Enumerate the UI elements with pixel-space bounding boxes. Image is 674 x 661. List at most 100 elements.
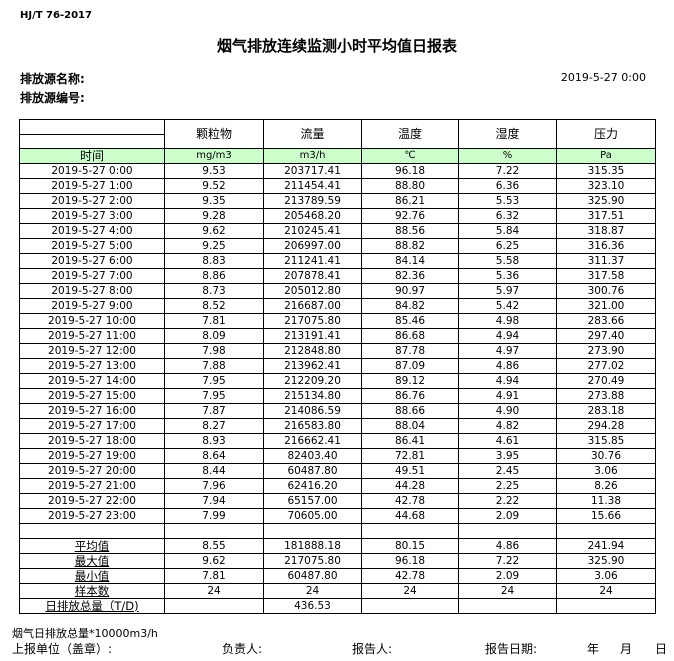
standard-code: HJ/T 76-2017 — [20, 10, 92, 21]
page-title: 烟气排放连续监测小时平均值日报表 — [216, 37, 457, 55]
cell-flow: 212209.20 — [263, 373, 362, 389]
reporter-label: 报告人: — [352, 642, 393, 656]
stat-label: 平均值 — [19, 538, 165, 554]
header-temperature: 温度 — [361, 119, 459, 149]
cell-flow: 205012.80 — [263, 283, 362, 299]
table-row: 2019-5-27 5:00 9.25 206997.00 88.82 6.25 316.… — [19, 238, 656, 254]
source-number-label: 排放源编号: — [20, 91, 85, 105]
cell-pressure: 11.38 — [556, 493, 656, 509]
cell-flow: 215134.80 — [263, 388, 362, 404]
unit-flow: m3/h — [263, 148, 362, 164]
stat-particulate: 9.62 — [164, 553, 264, 569]
table-row: 2019-5-27 13:00 7.88 213962.41 87.09 4.86 277… — [19, 358, 656, 374]
report-datetime: 2019-5-27 0:00 — [560, 71, 646, 84]
cell-temperature: 88.56 — [361, 223, 459, 239]
cell-pressure: 318.87 — [556, 223, 656, 239]
stat-flow: 436.53 — [263, 598, 362, 614]
cell-particulate: 9.52 — [164, 178, 264, 194]
table-row: 2019-5-27 0:00 9.53 203717.41 96.18 7.22 315.… — [19, 163, 656, 179]
table-row: 2019-5-27 7:00 8.86 207878.41 82.36 5.36 317.… — [19, 268, 656, 284]
stat-pressure — [556, 598, 656, 614]
cell-time: 2019-5-27 18:00 — [19, 433, 165, 449]
blank-cell — [263, 523, 362, 539]
table-row: 2019-5-27 2:00 9.35 213789.59 86.21 5.53 325.… — [19, 193, 656, 209]
cell-temperature: 84.82 — [361, 298, 459, 314]
stat-flow: 24 — [263, 583, 362, 599]
stat-row: 日排放总量（T/D) 436.53 — [19, 598, 656, 614]
cell-pressure: 270.49 — [556, 373, 656, 389]
cell-particulate: 7.94 — [164, 493, 264, 509]
cell-pressure: 317.51 — [556, 208, 656, 224]
cell-time: 2019-5-27 4:00 — [19, 223, 165, 239]
blank-cell — [19, 523, 165, 539]
stat-pressure: 325.90 — [556, 553, 656, 569]
cell-time: 2019-5-27 8:00 — [19, 283, 165, 299]
cell-flow: 212848.80 — [263, 343, 362, 359]
cell-time: 2019-5-27 22:00 — [19, 493, 165, 509]
cell-time: 2019-5-27 7:00 — [19, 268, 165, 284]
cell-humidity: 5.36 — [458, 268, 557, 284]
cell-flow: 217075.80 — [263, 313, 362, 329]
day-label: 日 — [655, 642, 668, 656]
cell-temperature: 87.09 — [361, 358, 459, 374]
stat-label: 样本数 — [19, 583, 165, 599]
cell-time: 2019-5-27 15:00 — [19, 388, 165, 404]
cell-time: 2019-5-27 20:00 — [19, 463, 165, 479]
cell-humidity: 4.86 — [458, 358, 557, 374]
stat-temperature: 42.78 — [361, 568, 459, 584]
cell-pressure: 316.36 — [556, 238, 656, 254]
cell-time: 2019-5-27 1:00 — [19, 178, 165, 194]
cell-humidity: 4.90 — [458, 403, 557, 419]
cell-time: 2019-5-27 12:00 — [19, 343, 165, 359]
table-row: 2019-5-27 23:00 7.99 70605.00 44.68 2.09 15.6… — [19, 508, 656, 524]
cell-flow: 216583.80 — [263, 418, 362, 434]
reporting-unit-label: 上报单位（盖章）: — [12, 642, 113, 656]
header-humidity: 湿度 — [458, 119, 557, 149]
table-row: 2019-5-27 14:00 7.95 212209.20 89.12 4.94 270… — [19, 373, 656, 389]
cell-particulate: 9.53 — [164, 163, 264, 179]
stat-humidity: 2.09 — [458, 568, 557, 584]
cell-particulate: 8.44 — [164, 463, 264, 479]
blank-cell — [556, 523, 656, 539]
cell-humidity: 2.45 — [458, 463, 557, 479]
stat-flow: 60487.80 — [263, 568, 362, 584]
cell-flow: 205468.20 — [263, 208, 362, 224]
cell-particulate: 7.95 — [164, 388, 264, 404]
stat-humidity — [458, 598, 557, 614]
cell-flow: 214086.59 — [263, 403, 362, 419]
cell-time: 2019-5-27 13:00 — [19, 358, 165, 374]
cell-temperature: 88.82 — [361, 238, 459, 254]
stat-particulate — [164, 598, 264, 614]
cell-pressure: 325.90 — [556, 193, 656, 209]
cell-temperature: 49.51 — [361, 463, 459, 479]
table-row: 2019-5-27 4:00 9.62 210245.41 88.56 5.84 318.… — [19, 223, 656, 239]
cell-time: 2019-5-27 21:00 — [19, 478, 165, 494]
table-row: 2019-5-27 10:00 7.81 217075.80 85.46 4.98 283… — [19, 313, 656, 329]
cell-flow: 211454.41 — [263, 178, 362, 194]
unit-particulate: mg/m3 — [164, 148, 264, 164]
table-row: 2019-5-27 18:00 8.93 216662.41 86.41 4.61 315… — [19, 433, 656, 449]
table-row: 2019-5-27 22:00 7.94 65157.00 42.78 2.22 11.3… — [19, 493, 656, 509]
cell-particulate: 8.27 — [164, 418, 264, 434]
cell-temperature: 42.78 — [361, 493, 459, 509]
cell-temperature: 86.21 — [361, 193, 459, 209]
cell-particulate: 9.28 — [164, 208, 264, 224]
cell-time: 2019-5-27 3:00 — [19, 208, 165, 224]
cell-temperature: 96.18 — [361, 163, 459, 179]
cell-humidity: 4.97 — [458, 343, 557, 359]
table-row: 2019-5-27 20:00 8.44 60487.80 49.51 2.45 3.06 — [19, 463, 656, 479]
stat-temperature: 80.15 — [361, 538, 459, 554]
unit-row: 时间 mg/m3 m3/h ℃ % Pa — [19, 148, 656, 164]
owner-label: 负责人: — [222, 642, 263, 656]
cell-humidity: 5.42 — [458, 298, 557, 314]
cell-temperature: 89.12 — [361, 373, 459, 389]
cell-temperature: 85.46 — [361, 313, 459, 329]
cell-temperature: 44.68 — [361, 508, 459, 524]
table-row: 2019-5-27 12:00 7.98 212848.80 87.78 4.97 273… — [19, 343, 656, 359]
cell-time: 2019-5-27 23:00 — [19, 508, 165, 524]
cell-humidity: 5.58 — [458, 253, 557, 269]
cell-pressure: 273.90 — [556, 343, 656, 359]
stat-pressure: 24 — [556, 583, 656, 599]
cell-time: 2019-5-27 0:00 — [19, 163, 165, 179]
stat-label: 日排放总量（T/D) — [19, 598, 165, 614]
